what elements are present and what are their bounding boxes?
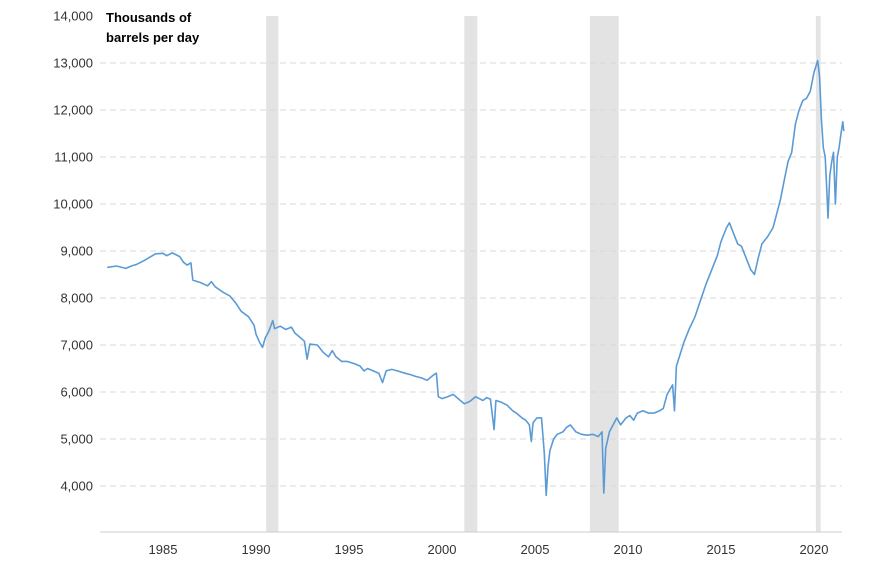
y-tick-label: 4,000 [60, 479, 93, 494]
y-tick-label: 5,000 [60, 432, 93, 447]
recession-band-2 [464, 16, 478, 532]
recession-band-4 [815, 16, 821, 532]
x-tick-label: 2005 [521, 542, 550, 557]
y-axis: 14,000 13,000 12,000 11,000 10,000 9,000 8,000… [53, 9, 93, 494]
x-tick-label: 1995 [335, 542, 364, 557]
unit-label-line1: Thousands of [106, 10, 192, 25]
y-tick-label: 10,000 [53, 197, 93, 212]
y-tick-label: 9,000 [60, 244, 93, 259]
series-line-1 [107, 59, 845, 497]
y-tick-label: 13,000 [53, 56, 93, 71]
y-tick-label: 6,000 [60, 385, 93, 400]
x-tick-label: 2020 [800, 542, 829, 557]
recession-bands [266, 16, 821, 532]
y-tick-label: 12,000 [53, 103, 93, 118]
x-tick-label: 2015 [707, 542, 736, 557]
x-tick-label: 2000 [428, 542, 457, 557]
y-tick-label: 7,000 [60, 338, 93, 353]
unit-label-line2: barrels per day [106, 30, 200, 45]
recession-band-3 [589, 16, 619, 532]
series-group [107, 59, 845, 497]
y-tick-label: 11,000 [54, 150, 93, 165]
y-tick-label: 14,000 [53, 9, 93, 24]
x-axis: 1985 1990 1995 2000 2005 2010 2015 2020 [100, 531, 842, 557]
x-tick-label: 2010 [614, 542, 643, 557]
y-tick-label: 8,000 [60, 291, 93, 306]
recession-band-1 [266, 16, 279, 532]
x-tick-label: 1990 [242, 542, 271, 557]
gridlines [100, 62, 842, 487]
x-tick-label: 1985 [149, 542, 178, 557]
